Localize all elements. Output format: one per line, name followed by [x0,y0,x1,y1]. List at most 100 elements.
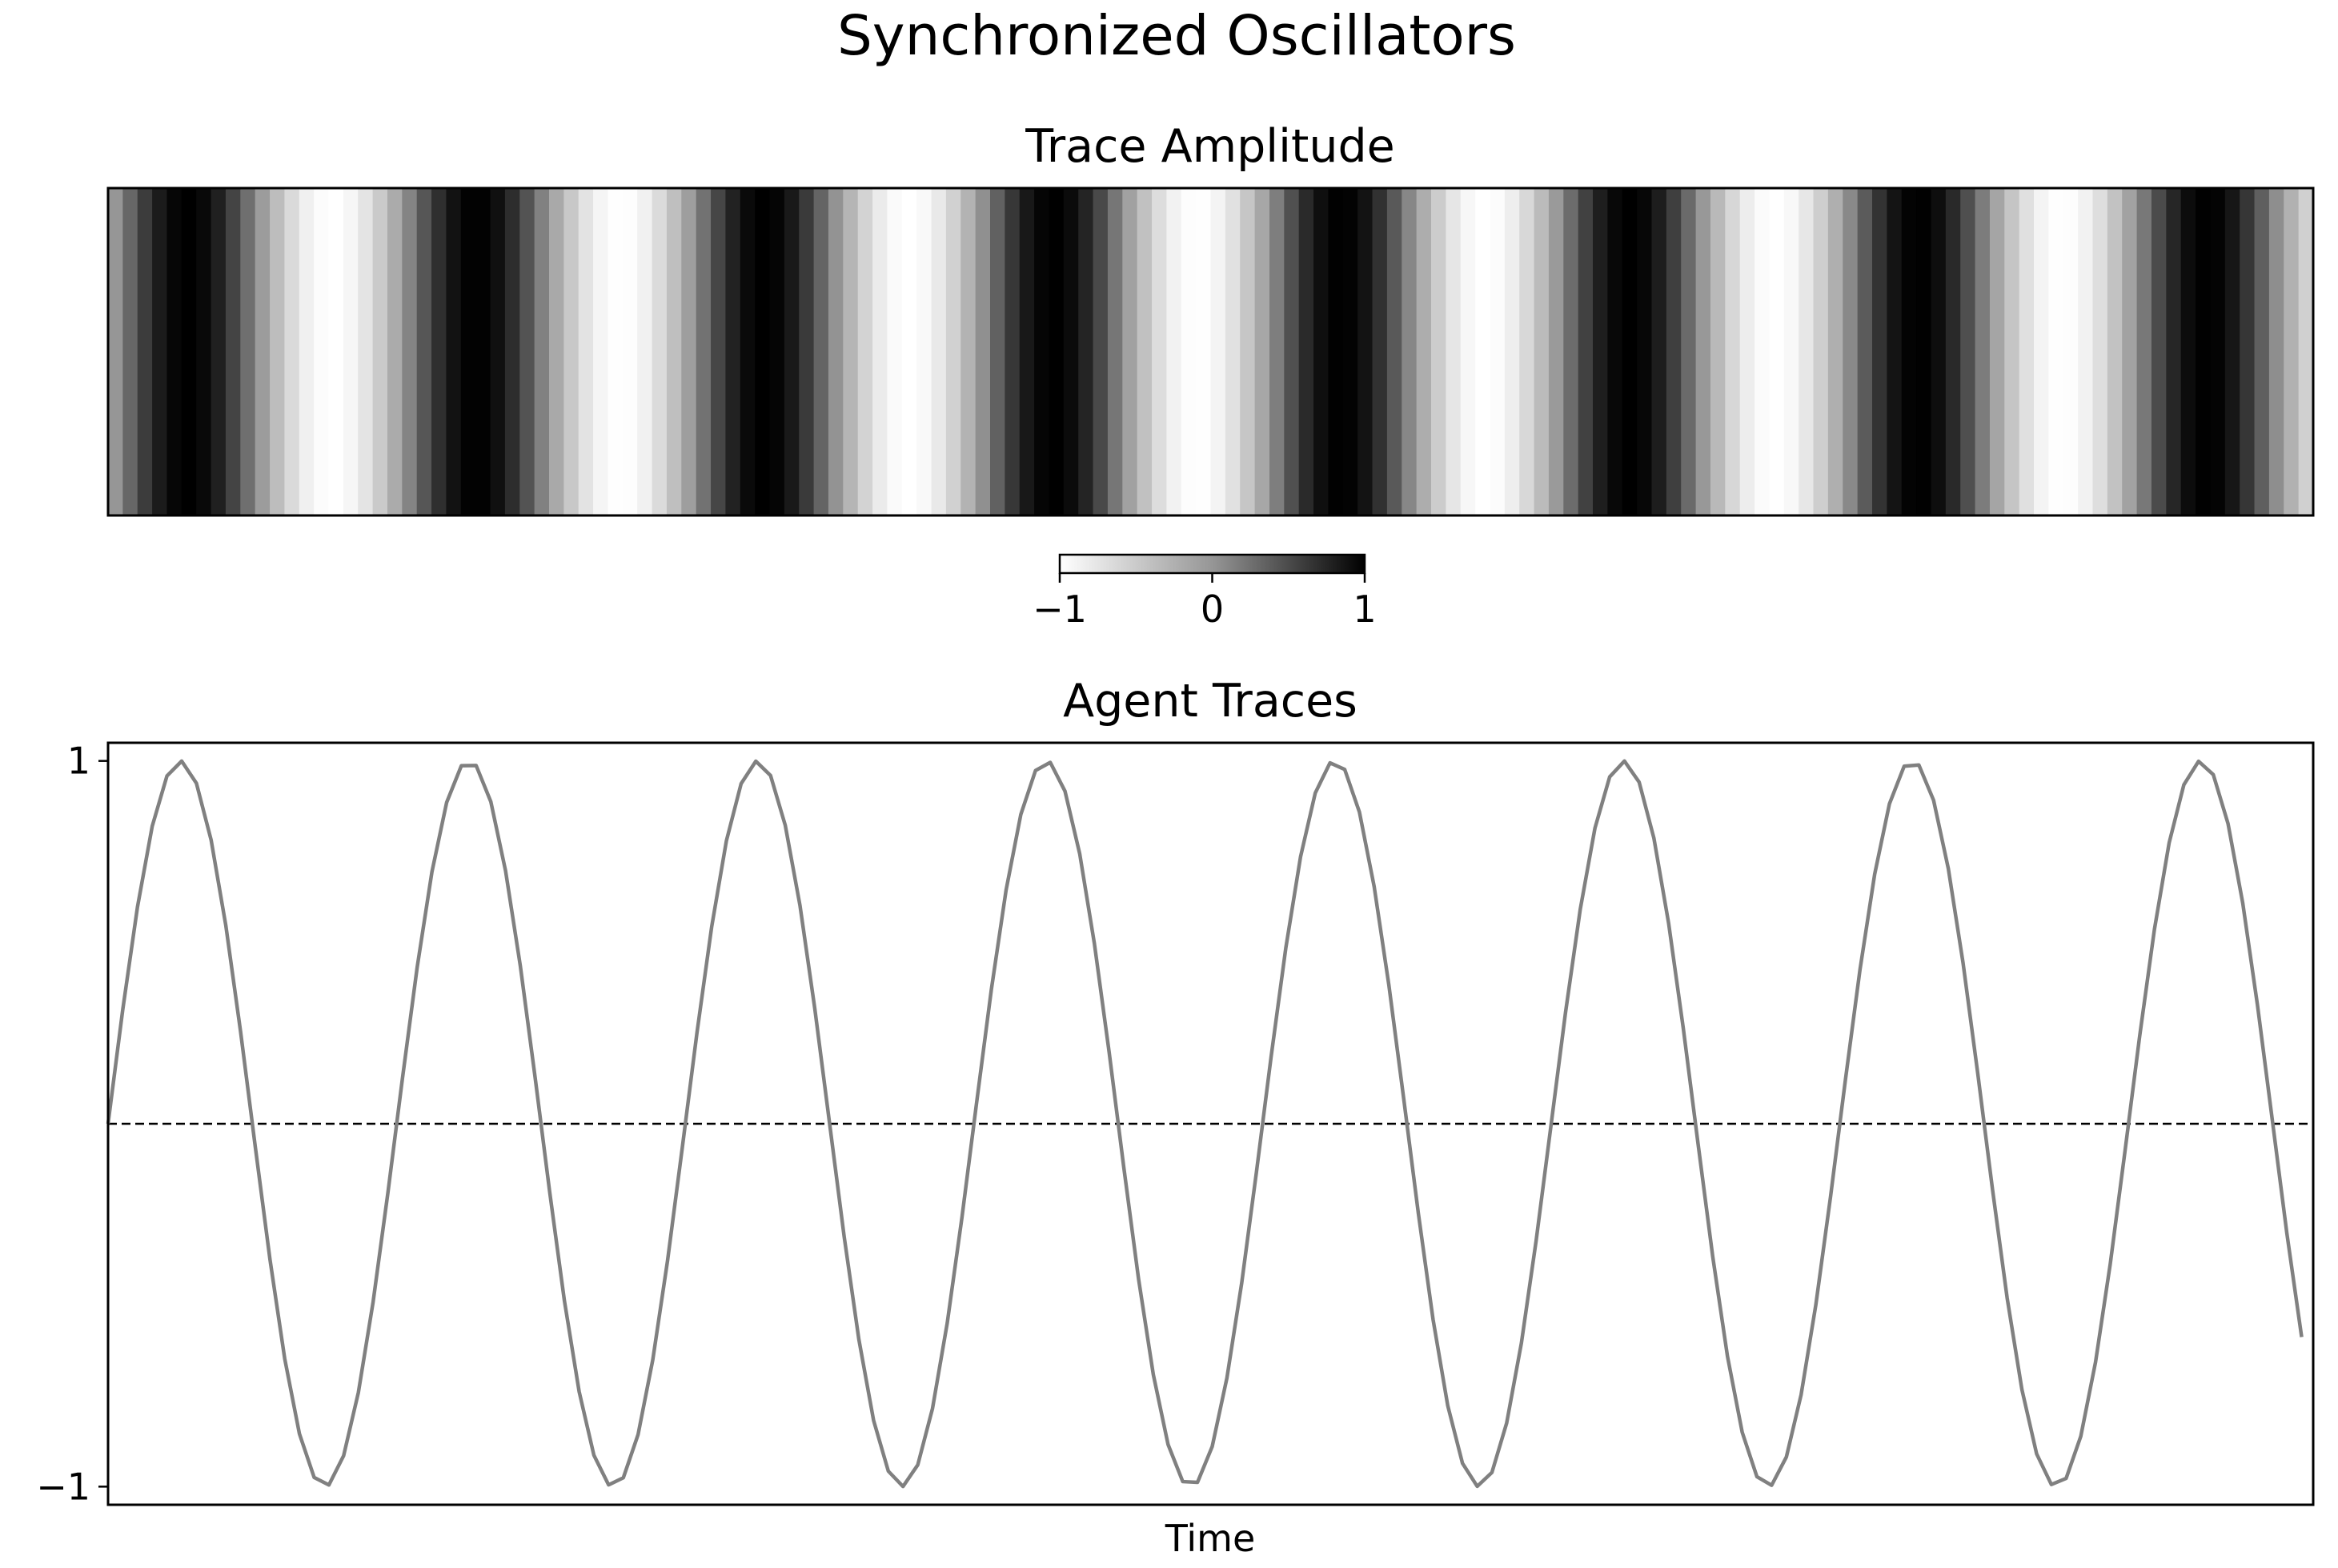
heatmap-cell [166,188,182,515]
heatmap-cell [1857,188,1873,515]
heatmap-cell [784,188,800,515]
heatmap-cell [343,188,359,515]
heatmap-cell [240,188,256,515]
heatmap-cell [1534,188,1550,515]
heatmap-cell [1666,188,1682,515]
heatmap-cell [1887,188,1903,515]
heatmap-cell [1137,188,1153,515]
heatmap-cell [608,188,624,515]
heatmap-cell [990,188,1005,515]
heatmap-cell [2166,188,2182,515]
heatmap-cell [1916,188,1932,515]
heatmap-cell [299,188,315,515]
heatmap-cell [652,188,668,515]
heatmap-cell [916,188,932,515]
heatmap-cell [563,188,579,515]
heatmap-cell [1019,188,1035,515]
heatmap-cell [2019,188,2035,515]
heatmap-cell [108,188,123,515]
heatmap-cell [1284,188,1300,515]
heatmap-cell [1622,188,1638,515]
heatmap-cell [225,188,241,515]
heatmap-cell [1372,188,1388,515]
heatmap-cell [490,188,506,515]
heatmap-cell [402,188,418,515]
y-tick-label: 1 [67,740,90,783]
heatmap-cell [211,188,227,515]
heatmap-cell [1298,188,1314,515]
heatmap-cell [270,188,285,515]
heatmap-cell [857,188,873,515]
heatmap-cell [2224,188,2240,515]
heatmap-cell [1681,188,1697,515]
heatmap-cell [578,188,594,515]
heatmap-cell [387,188,403,515]
heatmap-cell [1107,188,1123,515]
heatmap-cell [137,188,153,515]
heatmap-cell [1799,188,1815,515]
heatmap-cell [637,188,653,515]
heatmap-cell [2151,188,2167,515]
heatmap-cell [314,188,330,515]
heatmap-cell [1416,188,1432,515]
heatmap-cell [1739,188,1755,515]
heatmap-cell [1034,188,1050,515]
heatmap-cell [1240,188,1256,515]
colorbar-tick-label: 1 [1353,587,1376,631]
heatmap-cell [446,188,462,515]
heatmap-cell [1431,188,1446,515]
heatmap-cell [1783,188,1799,515]
heatmap-cell [1063,188,1079,515]
heatmap-cell [2122,188,2138,515]
colorbar-ticks: −1 0 1 [1033,573,1377,631]
heatmap-cell [1402,188,1418,515]
heatmap-cell [1827,188,1843,515]
heatmap-cell [1901,188,1917,515]
heatmap-cell [2240,188,2256,515]
heatmap-cell [475,188,491,515]
heatmap-cell [1989,188,2005,515]
heatmap-cell [711,188,726,515]
heatmap-cell [1152,188,1167,515]
heatmap-cell [1519,188,1535,515]
heatmap-cell [1607,188,1623,515]
line-title: Agent Traces [1063,675,1357,728]
heatmap-cell [2180,188,2196,515]
line-y-ticks: 1 −1 [36,740,108,1508]
heatmap-cell [431,188,447,515]
heatmap-cell [181,188,197,515]
heatmap-cell [416,188,432,515]
line-frame [106,741,2315,1506]
heatmap-cell [1710,188,1726,515]
heatmap-cell [901,188,917,515]
heatmap-cell [2284,188,2300,515]
heatmap-cells [108,188,2314,515]
colorbar: −1 0 1 [1033,553,1377,631]
colorbar-tick-label: −1 [1033,587,1087,631]
heatmap-cell [1181,188,1197,515]
heatmap-cell [740,188,756,515]
heatmap-cell [1755,188,1771,515]
colorbar-tick-label: 0 [1201,587,1224,631]
heatmap-cell [1210,188,1226,515]
y-tick-label: −1 [36,1465,90,1508]
heatmap-cell [1475,188,1491,515]
heatmap-cell [1725,188,1741,515]
heatmap-cell [931,188,947,515]
heatmap-cell [1872,188,1887,515]
heatmap-cell [666,188,682,515]
heatmap-cell [1460,188,1476,515]
x-axis-label: Time [1165,1517,1256,1560]
heatmap-cell [1563,188,1579,515]
line-panel: Agent Traces 1 −1 Time [36,675,2315,1560]
heatmap-cell [593,188,609,515]
heatmap-cell [2063,188,2079,515]
heatmap-cell [755,188,771,515]
heatmap-cell [681,188,697,515]
heatmap-cell [460,188,476,515]
heatmap-cell [1328,188,1344,515]
heatmap-cell [504,188,520,515]
heatmap-cell [328,188,344,515]
heatmap-cell [843,188,859,515]
heatmap-cell [1342,188,1358,515]
